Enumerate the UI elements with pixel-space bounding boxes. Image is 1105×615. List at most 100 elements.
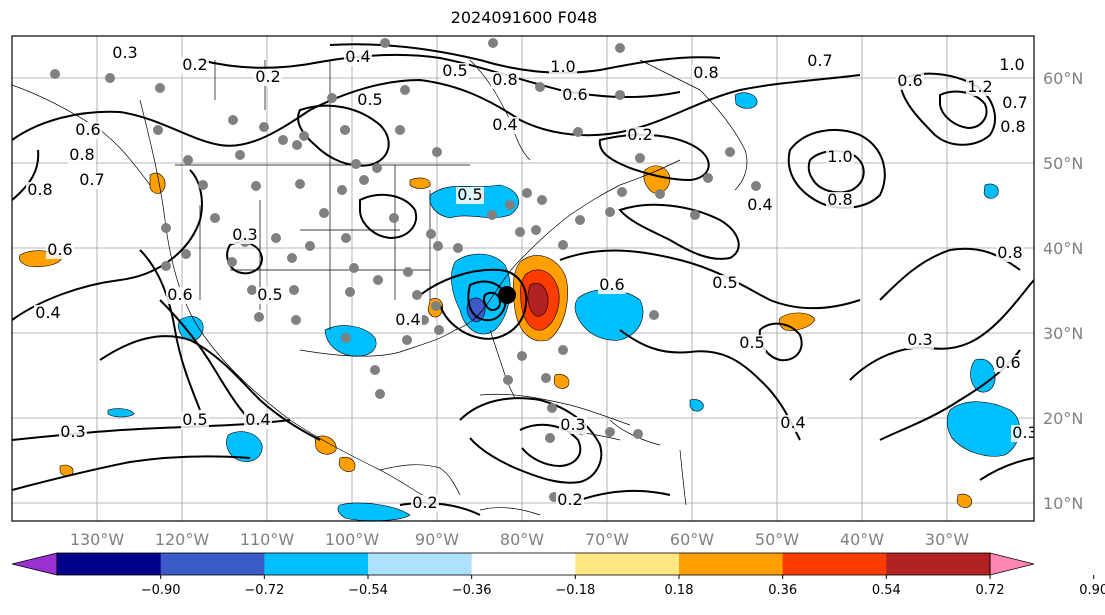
longitude-label: 40°W xyxy=(840,530,884,549)
station-markers xyxy=(50,38,761,502)
contour-label: 0.5 xyxy=(457,185,482,204)
positive-anomaly-patch xyxy=(338,457,356,472)
contour-label: 0.5 xyxy=(739,333,764,352)
colorbar-tick-label: 0.72 xyxy=(976,583,1005,598)
contour-label-background xyxy=(254,69,282,86)
negative-anomaly-patch xyxy=(689,399,704,412)
contour-label: 0.8 xyxy=(492,70,517,89)
longitude-label: 110°W xyxy=(240,530,295,549)
contour-label-background xyxy=(46,242,74,259)
latitude-label: 30°N xyxy=(1043,324,1083,343)
contour-label-background xyxy=(711,275,739,292)
negative-anomaly-patch xyxy=(946,401,1020,457)
positive-anomaly-patch xyxy=(553,373,570,389)
colorbar-tick-label: 0.54 xyxy=(872,583,901,598)
contour-label-background xyxy=(411,495,439,512)
colorbar-outline xyxy=(56,552,991,576)
colorbar-tick-label: 0.90 xyxy=(1079,583,1105,598)
contour-label: 0.6 xyxy=(167,285,192,304)
longitude-label: 90°W xyxy=(415,530,459,549)
contour-label: 0.3 xyxy=(560,415,585,434)
contour-label: 1.0 xyxy=(999,55,1024,74)
colorbar-tick-label: 0.18 xyxy=(665,583,694,598)
contour-label-background xyxy=(181,412,209,429)
contour-label: 0.5 xyxy=(182,410,207,429)
contour-label-background xyxy=(456,187,484,204)
latitude-label: 50°N xyxy=(1043,154,1083,173)
longitude-label: 120°W xyxy=(155,530,210,549)
contour-label-background xyxy=(626,127,654,144)
colorbar-segment xyxy=(886,553,991,575)
contour-label: 0.8 xyxy=(997,243,1022,262)
colorbar-segment xyxy=(575,553,680,575)
contour-label-background xyxy=(998,57,1026,74)
contour-label: 1.0 xyxy=(550,57,575,76)
contour-label-background xyxy=(738,335,766,352)
contour-label-background xyxy=(441,63,469,80)
contour-label: 0.2 xyxy=(557,490,582,509)
longitude-label: 80°W xyxy=(500,530,544,549)
colorbar-segment xyxy=(264,553,369,575)
contour-label: 0.4 xyxy=(395,310,420,329)
contour-label-background xyxy=(561,87,589,104)
longitude-label: 70°W xyxy=(585,530,629,549)
contour-label-background xyxy=(356,92,384,109)
colorbar: −0.90 −0.72 −0.54 −0.36 −0.18 0.18 0.36 0.54 0.7… xyxy=(11,552,1105,598)
contour-label: 0.8 xyxy=(27,180,52,199)
contour-label-background xyxy=(598,277,626,294)
contour-label: 1.2 xyxy=(967,77,992,96)
contour-label-background xyxy=(999,119,1027,136)
contour-label: 0.6 xyxy=(47,240,72,259)
latitude-label: 40°N xyxy=(1043,239,1083,258)
contour-label-background xyxy=(68,147,96,164)
colorbar-arrow-left xyxy=(11,552,58,576)
contour-label: 0.4 xyxy=(780,413,805,432)
colorbar-tick-label: 0.36 xyxy=(768,583,797,598)
contour-label-background xyxy=(779,415,807,432)
contour-label: 0.8 xyxy=(693,63,718,82)
contour-label: 0.7 xyxy=(807,51,832,70)
longitude-label: 50°W xyxy=(755,530,799,549)
contour-label: 0.6 xyxy=(599,275,624,294)
colorbar-segment xyxy=(57,553,162,575)
colorbar-segment xyxy=(471,553,576,575)
contour-label: 0.4 xyxy=(345,47,370,66)
contour-label-background xyxy=(994,355,1022,372)
negative-anomaly-patch xyxy=(734,92,758,109)
contour-label: 0.2 xyxy=(255,67,280,86)
positive-anomaly-patch xyxy=(956,493,972,508)
negative-anomaly-patch xyxy=(983,183,999,199)
contour-label-background xyxy=(906,332,934,349)
contour-label-background xyxy=(256,287,284,304)
contour-label-background xyxy=(556,492,584,509)
contour-label: 0.2 xyxy=(627,125,652,144)
negative-anomaly-patch xyxy=(466,297,486,323)
positive-anomaly-patch xyxy=(409,177,431,189)
colorbar-arrow-right xyxy=(989,552,1035,576)
contour-label: 0.4 xyxy=(747,195,772,214)
contour-label-background xyxy=(111,45,139,62)
contour-label: 0.6 xyxy=(897,71,922,90)
contour-label: 0.7 xyxy=(79,170,104,189)
negative-anomaly-patch xyxy=(177,316,204,342)
contour-label-background xyxy=(746,197,774,214)
negative-anomaly-patch xyxy=(226,431,263,462)
contour-label-background xyxy=(559,417,587,434)
contour-label: 0.5 xyxy=(257,285,282,304)
contour-label: 0.8 xyxy=(827,190,852,209)
contour-label-background xyxy=(1011,425,1034,442)
contour-label-background xyxy=(34,305,62,322)
contour-label-background xyxy=(996,245,1024,262)
negative-anomaly-patch xyxy=(324,325,377,357)
colorbar-segment xyxy=(368,553,473,575)
longitude-label: 30°W xyxy=(925,530,969,549)
contour-label-background xyxy=(394,312,422,329)
longitude-label: 60°W xyxy=(670,530,714,549)
contour-label: 0.6 xyxy=(562,85,587,104)
map-title: 2024091600 F048 xyxy=(450,8,598,27)
colorbar-tick-label: −0.36 xyxy=(452,583,492,598)
contour-label-background xyxy=(74,122,102,139)
contour-label-background xyxy=(826,192,854,209)
contour-label: 0.6 xyxy=(995,353,1020,372)
